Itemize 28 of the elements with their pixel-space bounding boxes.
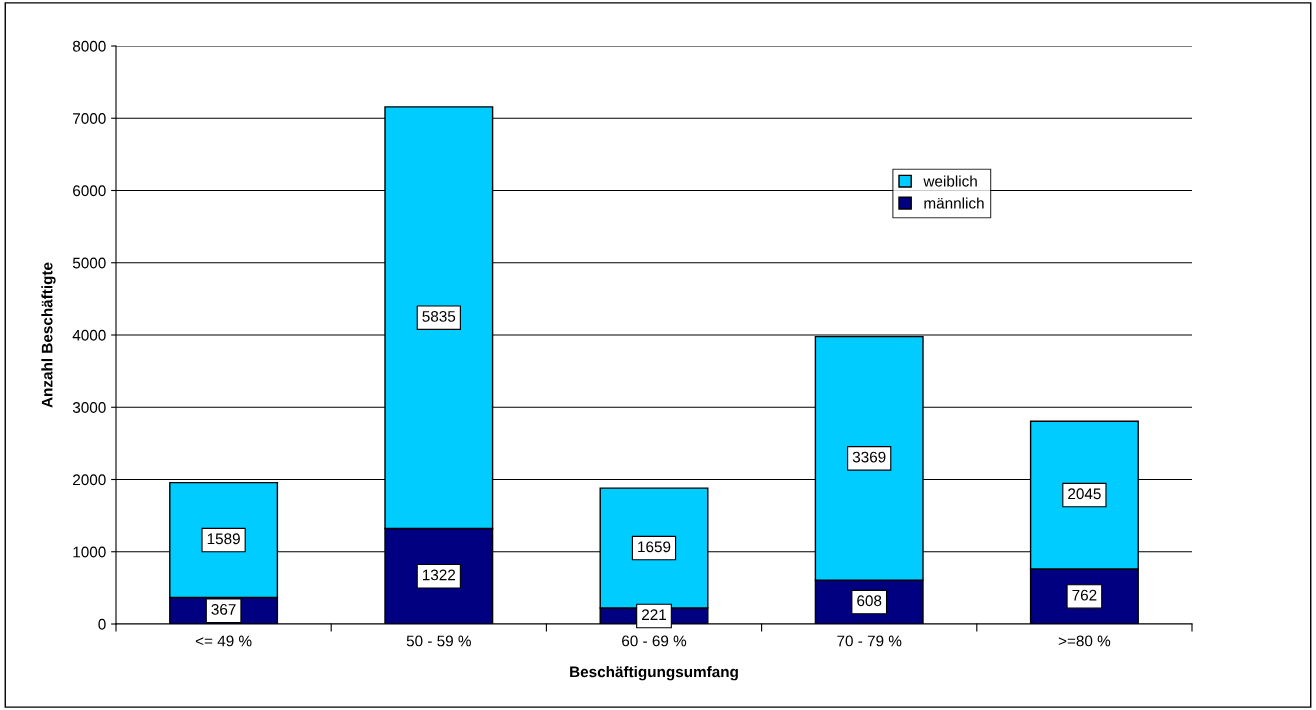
- y-tick-label: 5000: [72, 257, 106, 269]
- data-label: 1322: [422, 569, 456, 581]
- data-label: 221: [642, 609, 666, 620]
- data-label: 367: [211, 604, 236, 615]
- x-tick-label: <= 49 %: [195, 635, 252, 647]
- data-label: 3369: [852, 451, 886, 463]
- data-label: 1589: [207, 533, 240, 545]
- x-tick-label: 50 - 59 %: [406, 635, 471, 647]
- data-label: 2045: [1068, 488, 1101, 500]
- y-tick-label: 3000: [72, 402, 106, 413]
- x-tick-label: >=80 %: [1058, 635, 1111, 647]
- y-tick-label: 2000: [73, 474, 106, 486]
- y-tick-label: 4000: [72, 329, 106, 341]
- y-tick-label: 6000: [73, 185, 106, 197]
- data-label: 5835: [422, 310, 456, 322]
- y-tick-label: 8000: [72, 40, 106, 52]
- y-axis-title: Anzahl Beschäftigte: [41, 262, 56, 408]
- y-tick-label: 1000: [73, 546, 106, 558]
- legend-label: männlich: [924, 197, 984, 209]
- data-label: 608: [857, 595, 882, 607]
- x-tick-label: 70 - 79 %: [837, 635, 902, 647]
- y-tick-label: 7000: [73, 113, 106, 124]
- data-label: 762: [1072, 589, 1097, 601]
- x-tick-label: 60 - 69 %: [622, 635, 687, 647]
- data-label: 1659: [638, 541, 671, 553]
- legend-label: weiblich: [923, 175, 977, 187]
- x-axis-title: Beschäftigungsumfang: [570, 666, 738, 681]
- y-tick-label: 0: [98, 618, 106, 630]
